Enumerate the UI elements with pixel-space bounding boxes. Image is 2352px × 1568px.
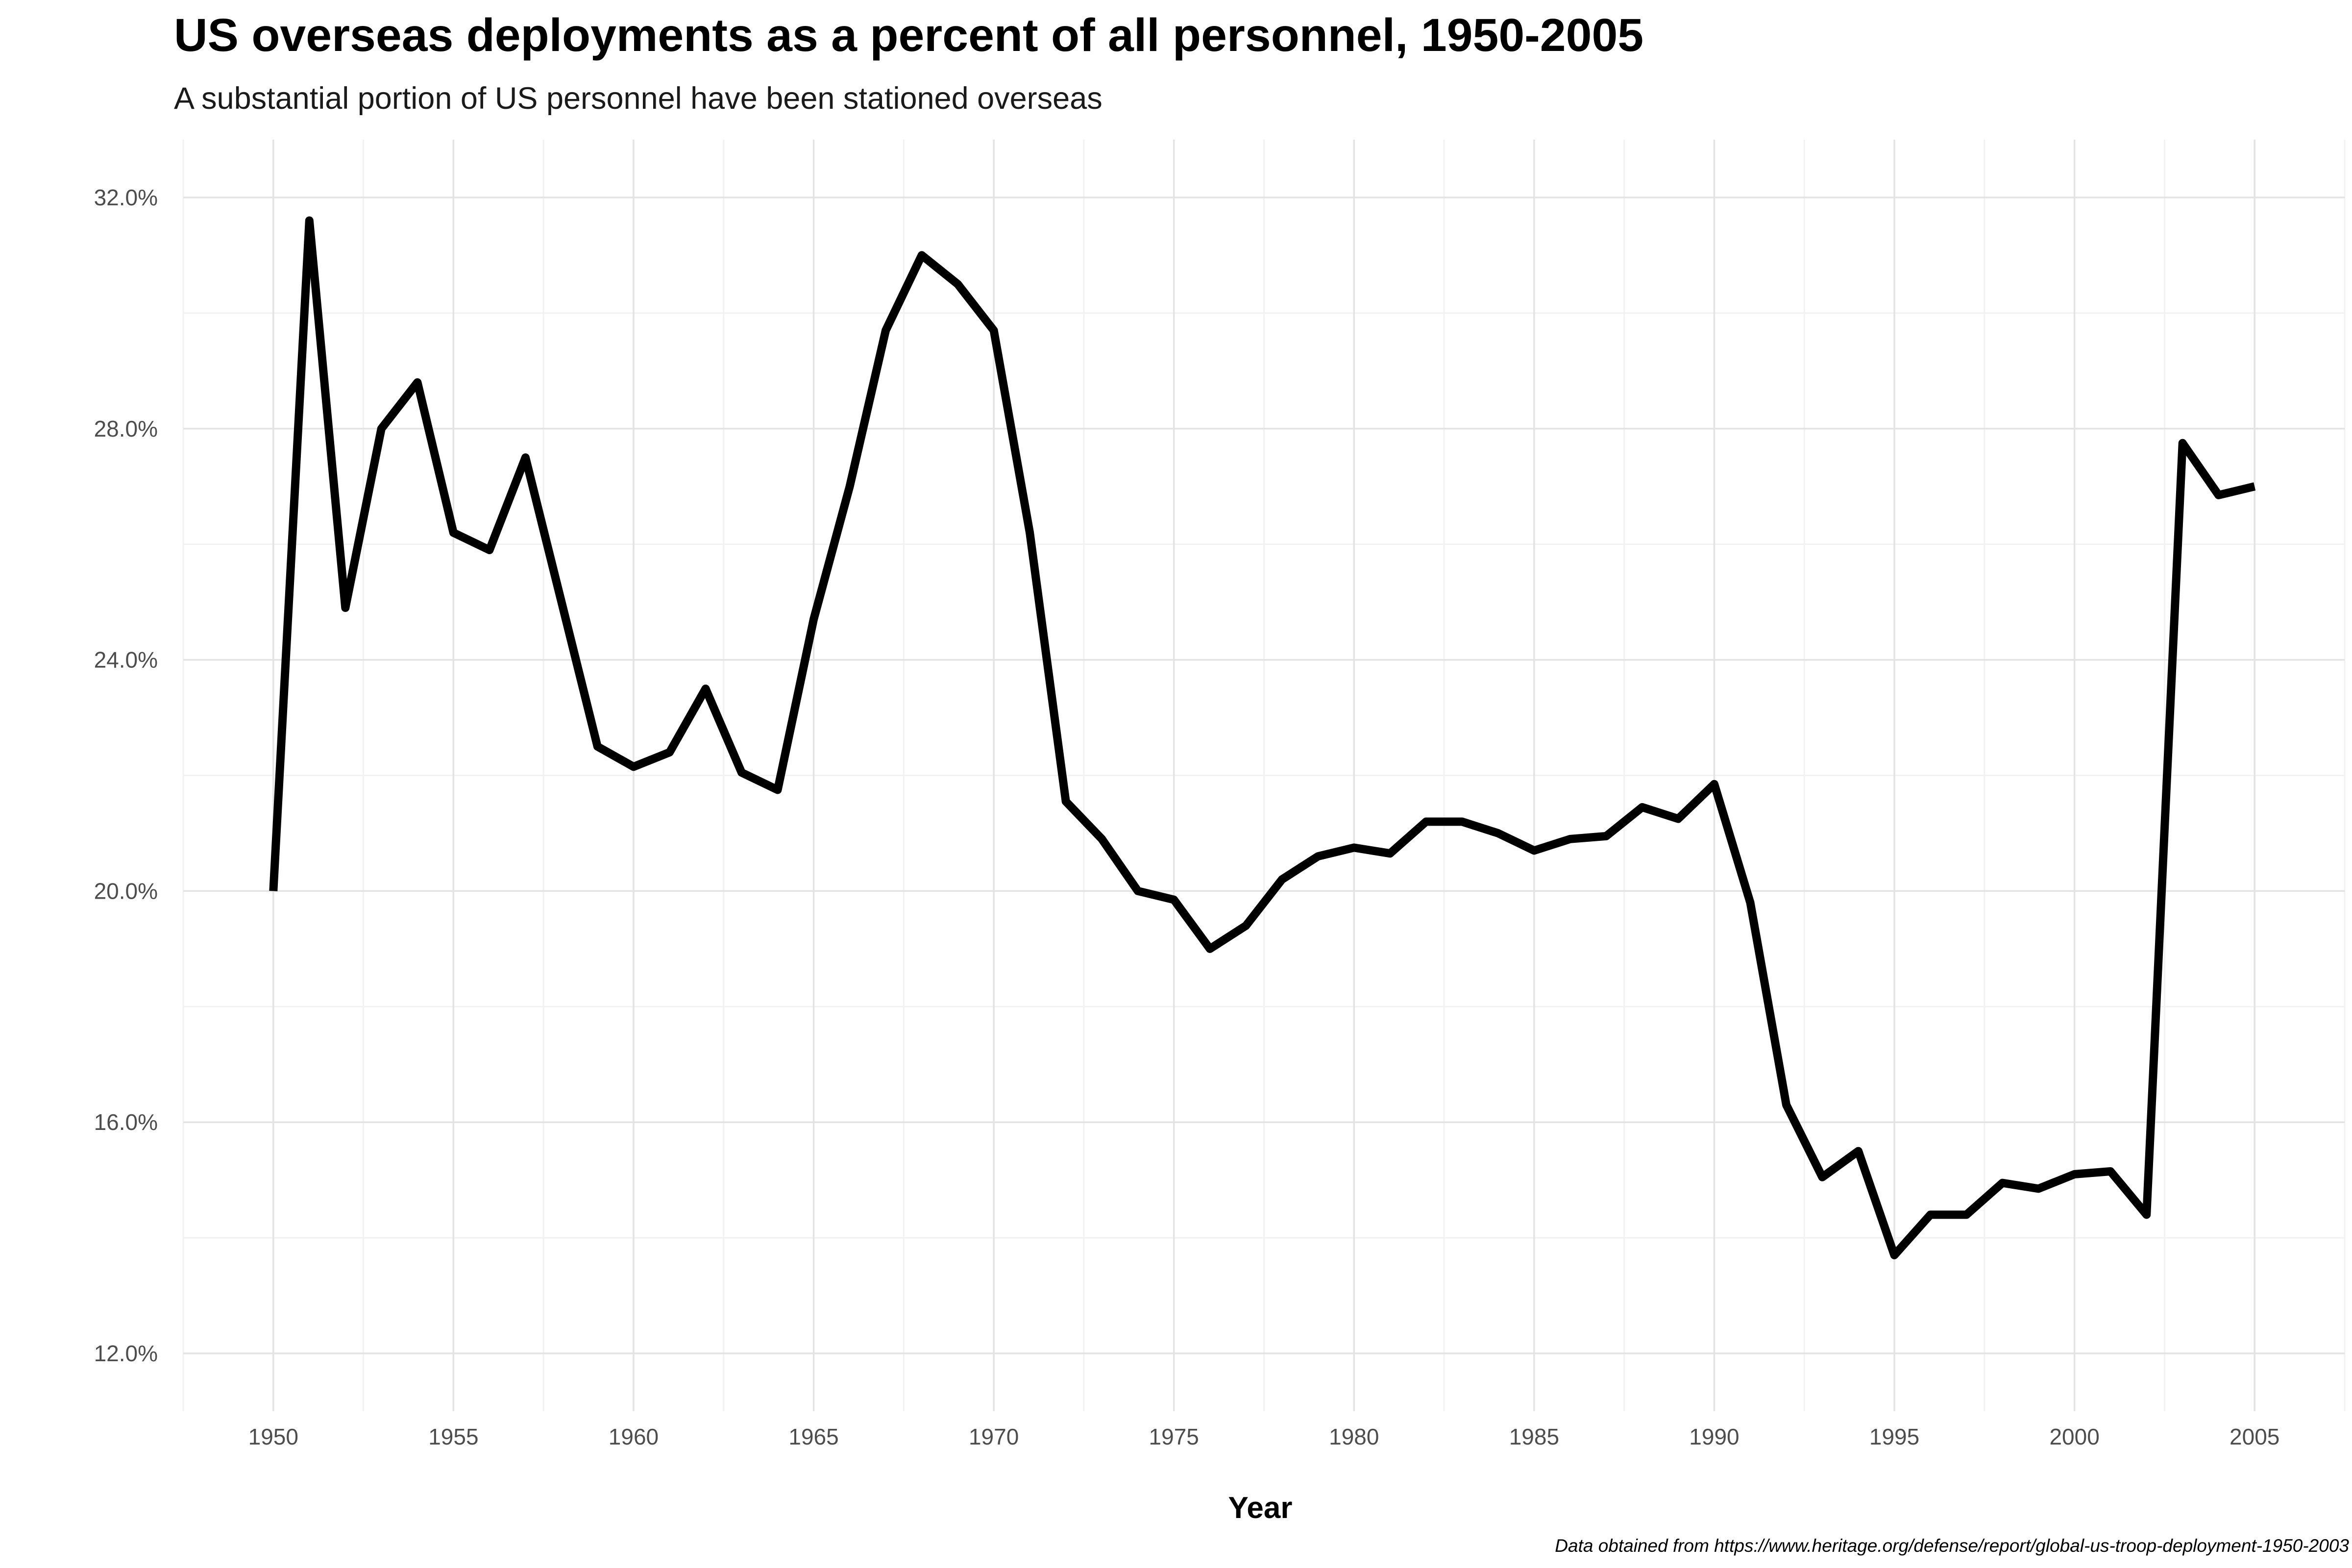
x-tick-label: 1990 xyxy=(1689,1424,1739,1449)
y-tick-label: 12.0% xyxy=(94,1341,158,1366)
y-tick-label: 28.0% xyxy=(94,416,158,441)
x-axis-title: Year xyxy=(1228,1491,1292,1525)
chart-title: US overseas deployments as a percent of … xyxy=(174,9,1644,61)
chart-caption: Data obtained from https://www.heritage.… xyxy=(1555,1536,2349,1556)
minor-gridlines xyxy=(182,140,2346,1411)
y-tick-label: 20.0% xyxy=(94,878,158,904)
x-tick-label: 1980 xyxy=(1329,1424,1379,1449)
y-axis-tick-labels: 12.0% 16.0% 20.0% 24.0% 28.0% 32.0% xyxy=(94,185,158,1366)
x-tick-label: 2005 xyxy=(2230,1424,2279,1449)
x-tick-label: 1970 xyxy=(969,1424,1019,1449)
chart-subtitle: A substantial portion of US personnel ha… xyxy=(174,81,1102,116)
x-tick-label: 1950 xyxy=(248,1424,298,1449)
x-tick-label: 1960 xyxy=(609,1424,659,1449)
y-tick-label: 32.0% xyxy=(94,185,158,210)
x-tick-label: 1985 xyxy=(1509,1424,1559,1449)
x-tick-label: 1975 xyxy=(1149,1424,1199,1449)
x-tick-label: 1965 xyxy=(788,1424,838,1449)
y-tick-label: 24.0% xyxy=(94,647,158,673)
x-tick-label: 1995 xyxy=(1869,1424,1919,1449)
x-tick-label: 2000 xyxy=(2049,1424,2099,1449)
x-tick-label: 1955 xyxy=(428,1424,478,1449)
major-gridlines xyxy=(183,140,2345,1411)
series-line xyxy=(269,216,2256,1259)
y-tick-label: 16.0% xyxy=(94,1109,158,1135)
x-axis-tick-labels: 1950 1955 1960 1965 1970 1975 1980 1985 1990 1995… xyxy=(248,1424,2280,1449)
